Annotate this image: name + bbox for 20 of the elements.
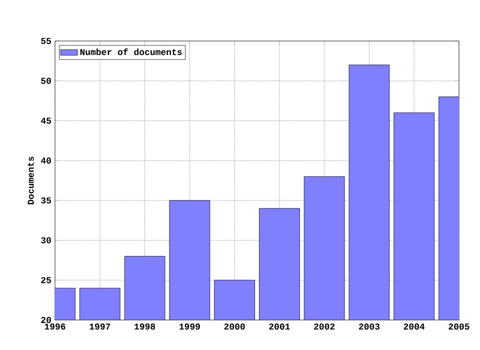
y-tick-label: 35 xyxy=(41,197,52,204)
y-tick-label: 45 xyxy=(40,118,52,124)
x-tick-label: 2005 xyxy=(448,324,470,330)
x-tick-label: 2001 xyxy=(269,324,290,330)
x-tick-label: 2004 xyxy=(404,324,425,330)
legend-label: Number of documents xyxy=(80,48,182,56)
x-tick-label: 1998 xyxy=(134,324,156,330)
y-tick-label: 40 xyxy=(40,158,51,164)
x-tick-label: 2000 xyxy=(224,324,245,330)
y-tick-label: 20 xyxy=(41,316,51,324)
y-tick-label: 30 xyxy=(41,237,51,244)
x-tick-label: 2003 xyxy=(358,324,380,330)
x-tick-label: 1999 xyxy=(179,324,200,330)
y-tick-label: 50 xyxy=(41,78,51,84)
y-tick-label: 55 xyxy=(41,38,52,44)
y-axis-title: Documents xyxy=(28,156,34,204)
y-tick-label: 25 xyxy=(41,277,52,284)
x-tick-label: 2002 xyxy=(314,324,335,330)
x-tick-label: 1997 xyxy=(90,324,110,330)
x-tick-label: 1996 xyxy=(44,324,66,330)
